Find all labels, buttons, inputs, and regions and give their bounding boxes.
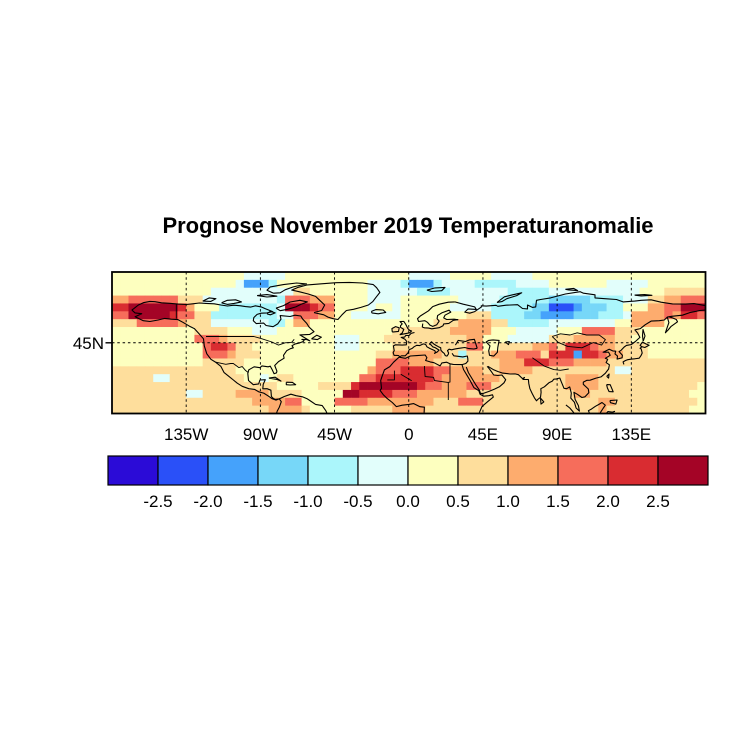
coastline-path xyxy=(285,381,297,386)
colorbar-tick-label: 2.5 xyxy=(646,492,670,511)
coastline-path xyxy=(266,282,308,294)
coastline-path xyxy=(416,301,459,327)
colorbar-cell xyxy=(207,455,259,486)
coastline-path xyxy=(609,399,618,405)
coastline-path xyxy=(634,293,653,297)
coastline-path xyxy=(565,404,575,414)
coastline-path xyxy=(379,356,425,413)
border-path xyxy=(400,373,412,382)
colorbar-tick-label: 1.5 xyxy=(546,492,570,511)
coastline-path xyxy=(311,334,322,341)
coastline-path xyxy=(392,331,478,358)
coastline-path xyxy=(622,341,650,365)
colorbar-tick-label: 2.0 xyxy=(596,492,620,511)
coastline-path xyxy=(266,310,276,316)
coastline-path xyxy=(421,319,459,330)
colorbar-cell xyxy=(407,455,459,486)
anomaly-raster xyxy=(112,272,706,414)
coastline-path xyxy=(641,328,646,342)
latlon-gridlines xyxy=(112,272,706,414)
x-axis-tick-label: 45W xyxy=(317,425,352,444)
country-borders xyxy=(175,304,606,400)
coastline-path xyxy=(606,384,614,393)
coastline-path xyxy=(606,410,616,414)
colorbar-cell xyxy=(657,455,709,486)
coastline-path xyxy=(202,297,217,302)
colorbar-cell xyxy=(307,455,359,486)
coastline-path xyxy=(391,326,400,333)
x-axis-tick-label: 90E xyxy=(542,425,572,444)
colorbar-tick-label: -2.0 xyxy=(193,492,222,511)
colorbar-tick-label: 0.5 xyxy=(446,492,470,511)
x-axis-tick-label: 90W xyxy=(243,425,278,444)
y-axis-label: 45N xyxy=(73,334,104,353)
coastline-path xyxy=(454,291,706,314)
coastline-path xyxy=(371,309,387,315)
coastline-path xyxy=(426,286,446,293)
coastline-path xyxy=(539,397,545,405)
coastline-path xyxy=(454,338,478,349)
coastline-path xyxy=(664,316,679,334)
colorbar-cell xyxy=(257,455,309,486)
colorbar-cell xyxy=(457,455,509,486)
coastline-path xyxy=(221,299,242,305)
border-path xyxy=(215,361,249,374)
colorbar-tick-label: -0.5 xyxy=(343,492,372,511)
coastline-path xyxy=(291,281,381,321)
coastline-path xyxy=(485,339,500,357)
colorbar-cell xyxy=(357,455,409,486)
coastline-path xyxy=(565,287,579,292)
colorbar xyxy=(107,455,709,486)
colorbar-labels: -2.5 -2.0 -1.5 -1.0 -0.5 0.0 0.5 1.0 1.5 2.0 2.5 xyxy=(143,492,669,511)
coastline-path xyxy=(487,309,706,412)
x-axis-tick-label: 0 xyxy=(404,425,413,444)
coastlines xyxy=(131,281,706,414)
coastline-path xyxy=(504,340,510,346)
colorbar-cell xyxy=(557,455,609,486)
coastline-path xyxy=(257,294,278,298)
border-path xyxy=(532,357,569,371)
border-path xyxy=(423,363,451,383)
colorbar-tick-label: -1.0 xyxy=(293,492,322,511)
colorbar-tick-label: -1.5 xyxy=(243,492,272,511)
coastline-path xyxy=(398,352,469,367)
x-axis-tick-label: 45E xyxy=(468,425,498,444)
colorbar-cell xyxy=(507,455,559,486)
border-path xyxy=(387,370,395,381)
coastline-path xyxy=(399,320,413,336)
coastline-path xyxy=(496,292,523,304)
border-path xyxy=(206,336,295,346)
colorbar-tick-label: -2.5 xyxy=(143,492,172,511)
x-axis-tick-label: 135E xyxy=(611,425,651,444)
coastline-path xyxy=(587,401,606,413)
coastline-path xyxy=(275,299,308,312)
chart-title: Prognose November 2019 Temperaturanomali… xyxy=(162,213,654,238)
coastline-path xyxy=(131,300,315,401)
border-path xyxy=(551,332,606,349)
x-axis-labels: 135W 90W 45W 0 45E 90E 135E xyxy=(164,425,651,444)
coastline-path xyxy=(461,364,494,413)
colorbar-cell xyxy=(157,455,209,486)
coastline-path xyxy=(268,376,282,382)
coastline-path xyxy=(279,393,328,414)
colorbar-tick-label: 1.0 xyxy=(496,492,520,511)
coastline-path xyxy=(465,365,507,394)
colorbar-tick-label: 0.0 xyxy=(396,492,420,511)
coastline-path xyxy=(606,373,610,379)
colorbar-cell xyxy=(607,455,659,486)
colorbar-cell xyxy=(107,455,159,486)
coastline-path xyxy=(275,398,282,414)
x-axis-tick-label: 135W xyxy=(164,425,208,444)
